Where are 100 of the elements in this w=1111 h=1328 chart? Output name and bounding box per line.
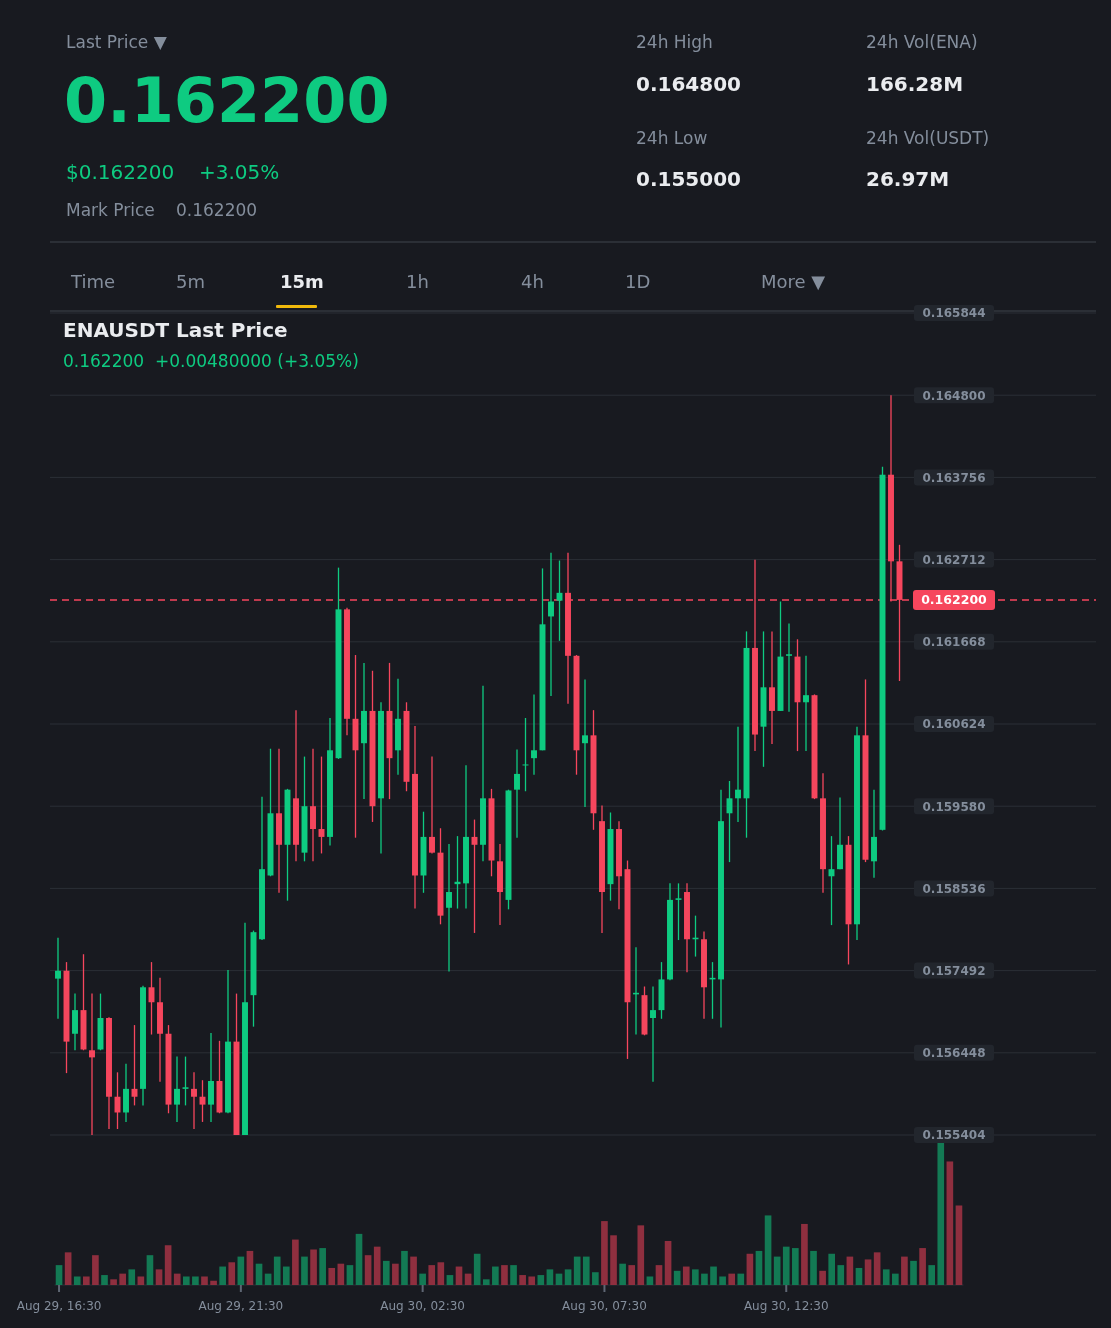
text: 26.97M — [866, 167, 950, 191]
text: 0.162200 — [176, 200, 258, 220]
y-tick-label: 0.165844 — [922, 306, 986, 321]
bar — [855, 1267, 863, 1285]
bar — [83, 1276, 90, 1285]
bar — [528, 1276, 536, 1285]
candlestick — [786, 622, 792, 713]
bar — [719, 1276, 726, 1285]
bar — [828, 1253, 836, 1285]
text: Mark Price — [66, 200, 155, 220]
candlestick — [123, 1063, 129, 1123]
bar — [137, 1276, 145, 1285]
y-tick-label: 0.158536 — [922, 881, 986, 896]
text: More ▼ — [761, 271, 826, 292]
bar — [419, 1273, 426, 1285]
text: 24h Vol(USDT) — [866, 128, 990, 148]
bar — [628, 1265, 636, 1285]
text: 24h High — [636, 32, 713, 52]
bar — [110, 1279, 117, 1285]
bar — [246, 1250, 254, 1285]
bar — [782, 1246, 790, 1285]
candlestick — [675, 882, 682, 941]
bar — [173, 1273, 181, 1285]
bar — [310, 1249, 317, 1285]
text: 24h Low — [636, 128, 708, 148]
bar — [473, 1253, 481, 1285]
bar — [228, 1262, 236, 1285]
bar — [737, 1273, 745, 1285]
bar — [428, 1265, 436, 1285]
bar — [819, 1270, 826, 1285]
bar — [92, 1255, 99, 1285]
bar — [510, 1265, 517, 1285]
bar — [682, 1266, 690, 1285]
x-tick-label: Aug 30, 07:30 — [562, 1299, 647, 1313]
candlestick — [72, 992, 78, 1051]
bar — [101, 1275, 108, 1285]
candlestick — [803, 655, 809, 752]
bar — [128, 1269, 136, 1285]
chart-title: ENAUSDT Last Price — [63, 318, 288, 342]
bar — [692, 1269, 699, 1285]
bar — [155, 1269, 163, 1285]
bar — [55, 1265, 63, 1285]
bar — [901, 1256, 908, 1285]
text: Time — [70, 271, 116, 292]
text: 24h Vol(ENA) — [866, 32, 978, 52]
bar — [319, 1248, 326, 1285]
bar — [564, 1269, 572, 1285]
bar — [64, 1252, 72, 1285]
bar — [328, 1267, 336, 1285]
text: 0.155000 — [636, 167, 742, 191]
bar — [201, 1276, 208, 1285]
bar — [882, 1269, 890, 1285]
y-tick-label: 0.163756 — [922, 470, 986, 485]
x-tick-label: Aug 30, 12:30 — [743, 1299, 829, 1313]
bar — [728, 1273, 736, 1285]
bar — [519, 1275, 526, 1285]
y-tick-label: 0.161668 — [922, 635, 986, 650]
text: 4h — [521, 271, 544, 292]
candlestick — [548, 552, 554, 697]
bar — [73, 1276, 81, 1285]
text: 5m — [176, 271, 205, 292]
text: 0.162200 +0.00480000 (+3.05%) — [63, 351, 359, 371]
bar — [282, 1266, 290, 1285]
bar — [801, 1223, 808, 1285]
bar — [655, 1265, 663, 1285]
x-tick-label: Aug 29, 16:30 — [16, 1299, 102, 1313]
x-tick-label: Aug 30, 02:30 — [380, 1299, 466, 1313]
bar — [382, 1260, 390, 1285]
bar — [537, 1275, 545, 1285]
bar — [619, 1263, 626, 1285]
candlestick — [429, 755, 435, 855]
text: +3.05% — [199, 160, 280, 184]
candlestick — [531, 693, 537, 776]
text: 1h — [406, 271, 429, 292]
bar — [664, 1240, 672, 1285]
bar — [955, 1205, 963, 1285]
text: 15m — [280, 271, 324, 292]
bar — [837, 1265, 845, 1285]
y-tick-label: 0.159580 — [922, 799, 986, 814]
bar — [864, 1259, 872, 1285]
candlestick — [446, 843, 452, 973]
candlestick — [735, 726, 741, 823]
bar — [301, 1256, 308, 1285]
candlestick — [310, 748, 316, 862]
bar — [192, 1276, 199, 1285]
bar — [210, 1280, 217, 1285]
bar — [273, 1256, 281, 1285]
bar — [492, 1266, 499, 1285]
candlestick — [182, 1055, 189, 1107]
bar — [582, 1256, 590, 1285]
bar — [437, 1262, 445, 1285]
y-tick-label: 0.164800 — [922, 388, 986, 403]
bar — [446, 1275, 454, 1285]
bar — [219, 1266, 226, 1285]
bar — [182, 1276, 190, 1285]
bar — [919, 1248, 926, 1285]
bar — [746, 1253, 754, 1285]
candlestick — [89, 992, 95, 1136]
bar — [119, 1273, 126, 1285]
bar — [355, 1233, 363, 1285]
